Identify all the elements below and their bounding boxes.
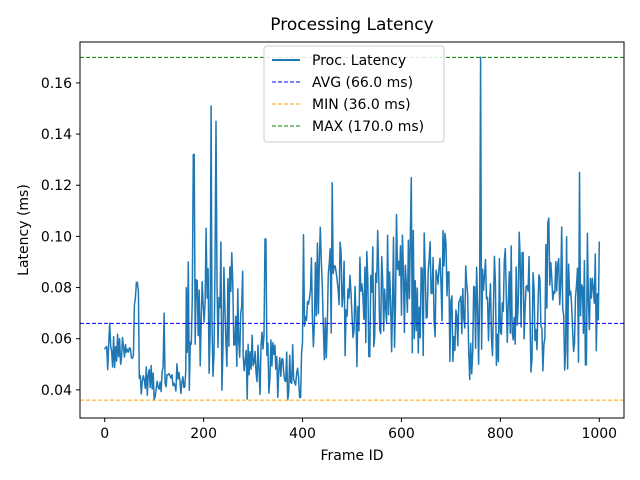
legend-label-latency: Proc. Latency bbox=[312, 53, 406, 69]
y-tick-label: 0.06 bbox=[41, 332, 72, 348]
y-axis: 0.04 0.06 0.08 0.10 0.12 0.14 0.16 bbox=[41, 76, 80, 399]
y-tick-label: 0.12 bbox=[41, 178, 72, 194]
x-tick-label: 800 bbox=[487, 426, 514, 442]
x-tick-label: 600 bbox=[388, 426, 415, 442]
legend: Proc. Latency AVG (66.0 ms) MIN (36.0 ms… bbox=[263, 45, 445, 143]
legend-label-avg: AVG (66.0 ms) bbox=[312, 75, 413, 91]
plot-area bbox=[80, 56, 624, 401]
x-axis-label: Frame ID bbox=[321, 448, 384, 464]
x-tick-label: 200 bbox=[190, 426, 217, 442]
x-axis: 0 200 400 600 800 1000 bbox=[100, 418, 617, 442]
legend-box bbox=[263, 45, 445, 143]
y-tick-label: 0.14 bbox=[41, 127, 72, 143]
x-tick-label: 400 bbox=[289, 426, 316, 442]
legend-label-max: MAX (170.0 ms) bbox=[312, 119, 424, 135]
chart-title: Processing Latency bbox=[270, 15, 433, 35]
y-tick-label: 0.04 bbox=[41, 383, 72, 399]
y-tick-label: 0.16 bbox=[41, 76, 72, 92]
series-line-latency bbox=[104, 56, 601, 401]
legend-label-min: MIN (36.0 ms) bbox=[312, 97, 411, 113]
x-tick-label: 1000 bbox=[581, 426, 617, 442]
y-axis-label: Latency (ms) bbox=[16, 184, 32, 276]
plot-frame bbox=[79, 41, 625, 419]
y-tick-label: 0.10 bbox=[41, 229, 72, 245]
x-tick-label: 0 bbox=[100, 426, 109, 442]
y-tick-label: 0.08 bbox=[41, 281, 72, 297]
